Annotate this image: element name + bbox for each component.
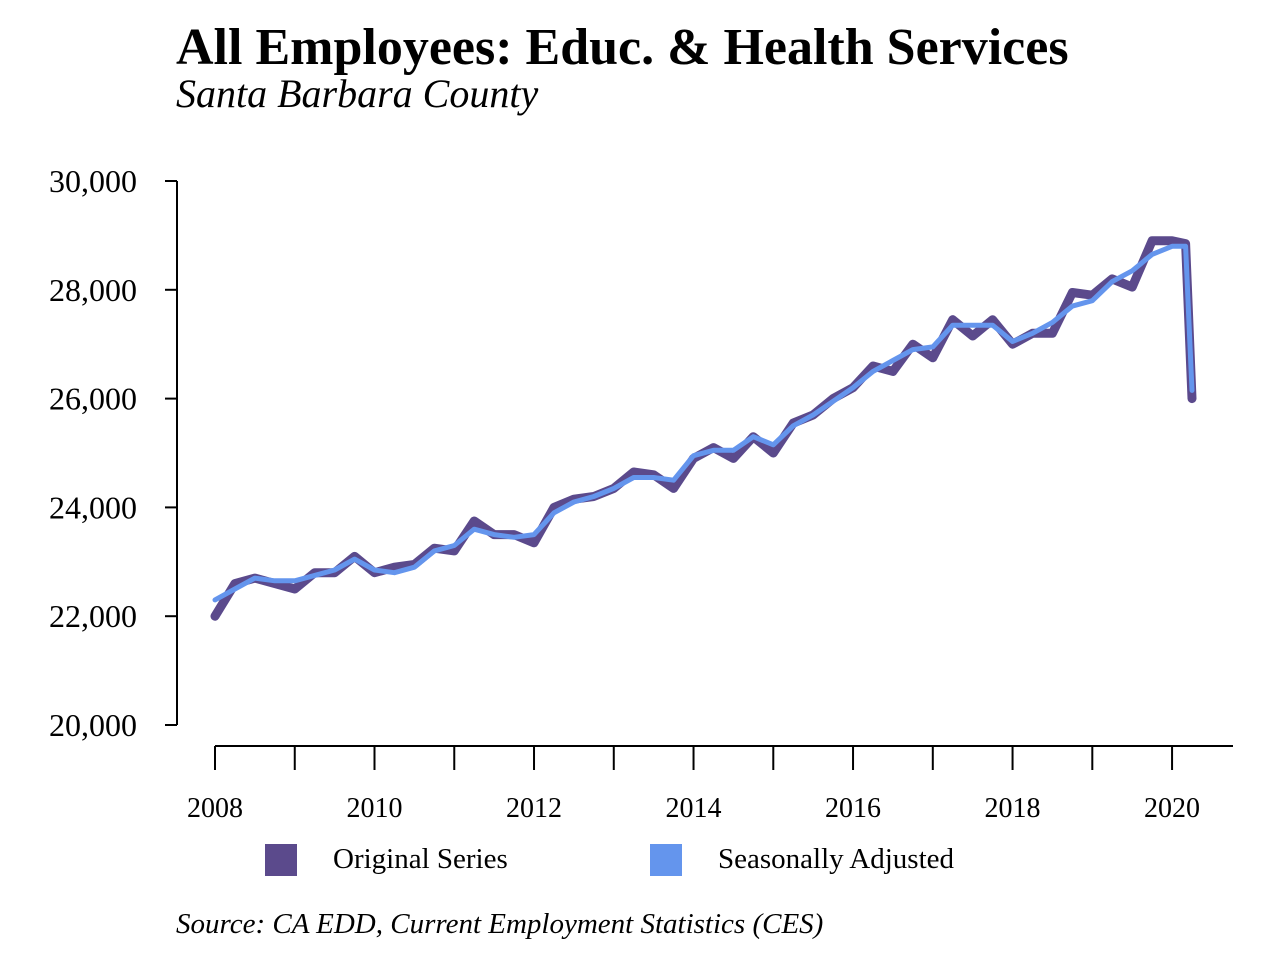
x-tick-label: 2016	[825, 793, 881, 824]
x-tick-label: 2014	[666, 793, 722, 824]
y-tick-label: 22,000	[49, 598, 137, 634]
legend-label-original: Original Series	[333, 843, 508, 875]
y-tick-label: 28,000	[49, 272, 137, 308]
legend-swatch-original	[265, 843, 297, 876]
x-tick-label: 2020	[1144, 793, 1200, 824]
x-tick-label: 2018	[985, 793, 1041, 824]
y-tick-label: 20,000	[49, 707, 137, 743]
y-tick-label: 24,000	[49, 489, 137, 525]
legend-item-seasonal: Seasonally Adjusted	[650, 843, 954, 876]
legend-swatch-seasonal	[650, 843, 682, 876]
legend-item-original: Original Series	[265, 843, 508, 876]
series-line-original	[210, 236, 1197, 621]
x-tick-label: 2008	[187, 793, 243, 824]
x-tick-label: 2012	[506, 793, 562, 824]
x-tick-label: 2010	[347, 793, 403, 824]
y-tick-label: 26,000	[49, 381, 137, 417]
y-tick-label: 30,000	[49, 163, 137, 199]
chart-subtitle: Santa Barbara County	[176, 71, 539, 116]
chart-source: Source: CA EDD, Current Employment Stati…	[176, 908, 824, 940]
chart-legend: Original Series Seasonally Adjusted	[0, 843, 1278, 883]
chart-title: All Employees: Educ. & Health Services	[176, 19, 1069, 76]
series-line-seasonal	[212, 243, 1195, 603]
legend-label-seasonal: Seasonally Adjusted	[718, 843, 955, 875]
